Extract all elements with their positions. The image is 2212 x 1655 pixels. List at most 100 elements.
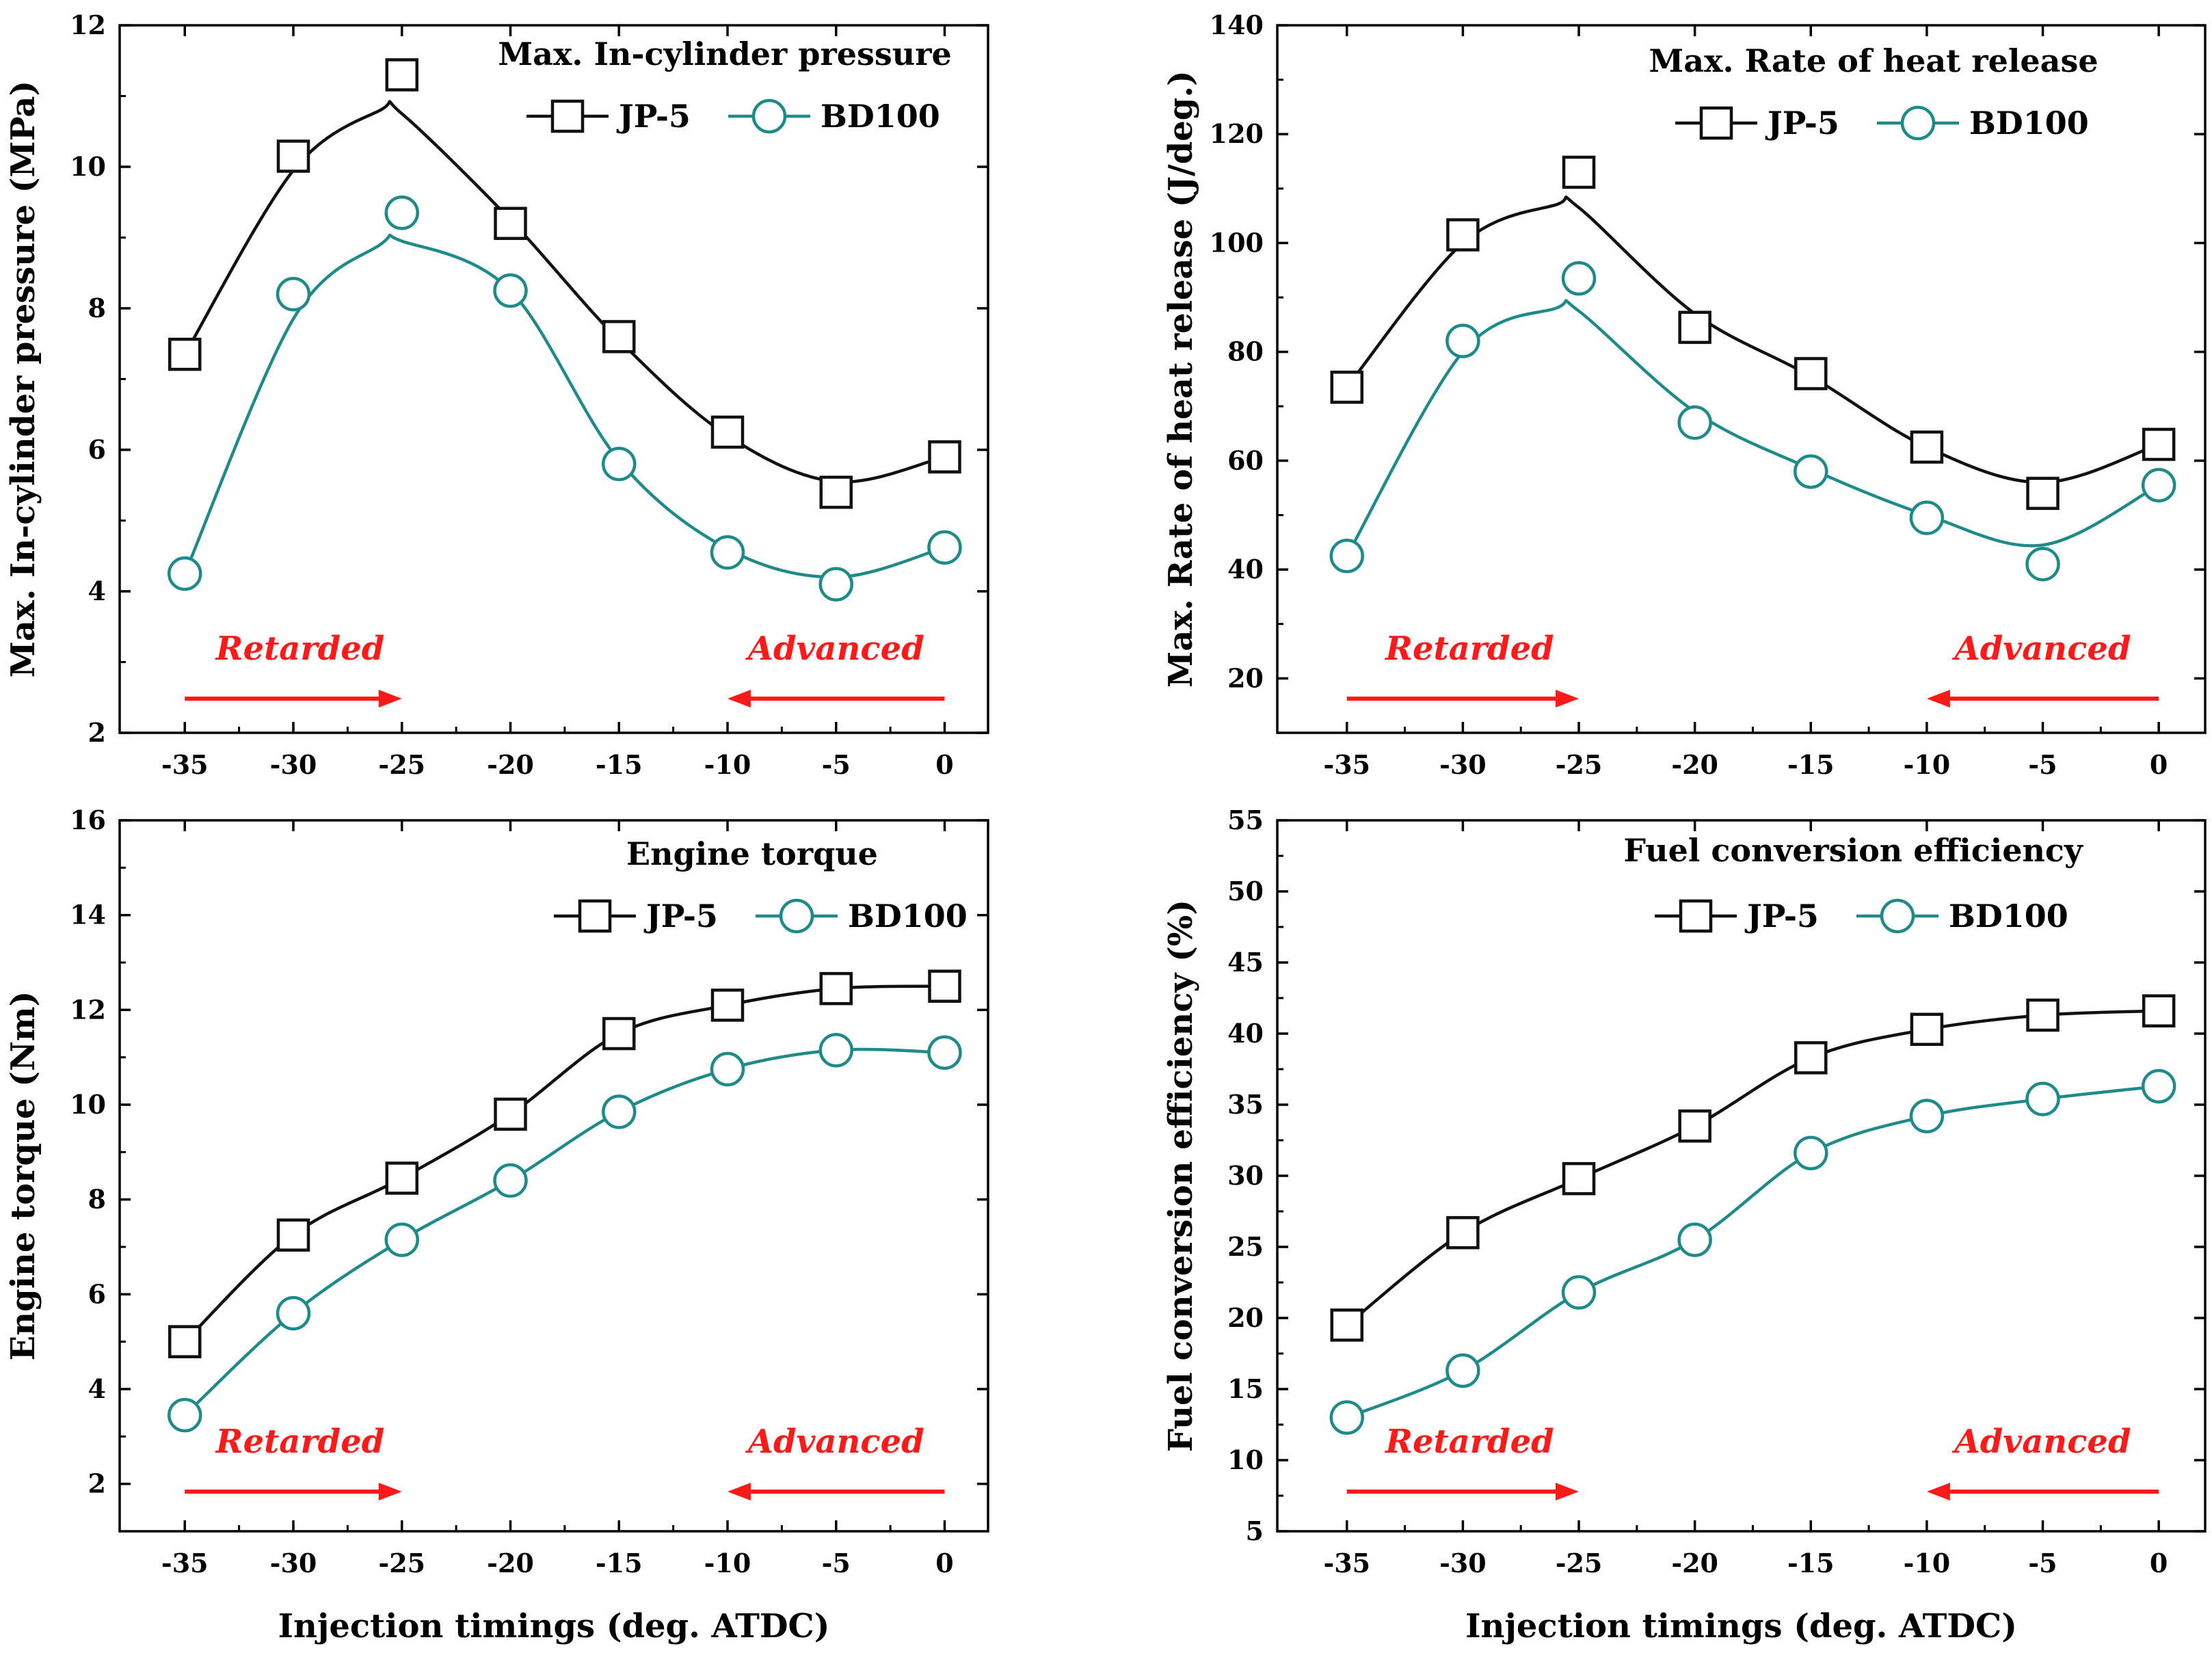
y-tick-label: 6 xyxy=(88,1278,106,1309)
y-tick-label: 10 xyxy=(70,151,106,182)
x-tick-label: 0 xyxy=(935,749,953,780)
data-point-jp5 xyxy=(1678,310,1711,345)
legend-marker-bd100 xyxy=(751,98,787,134)
legend-marker-bd100 xyxy=(779,898,814,934)
data-point-jp5 xyxy=(2026,476,2060,510)
y-tick-label: 12 xyxy=(70,10,106,40)
y-axis-title: Engine torque (Nm) xyxy=(4,991,42,1361)
data-point-bd100 xyxy=(384,1222,419,1257)
data-point-jp5 xyxy=(1562,1161,1596,1196)
data-point-jp5 xyxy=(710,415,745,449)
panel-title: Max. Rate of heat release xyxy=(1649,42,2098,79)
data-point-bd100 xyxy=(927,1035,962,1070)
data-point-jp5 xyxy=(1794,357,1828,390)
legend-label-bd100: BD100 xyxy=(1949,898,2068,934)
x-tick-label: -20 xyxy=(487,1548,534,1578)
data-point-bd100 xyxy=(818,567,853,602)
x-tick-label: -30 xyxy=(270,749,317,780)
x-tick-label: -15 xyxy=(1787,1548,1835,1578)
data-point-jp5 xyxy=(819,475,853,509)
data-point-bd100 xyxy=(168,1397,202,1433)
annotation-advanced: Advanced xyxy=(1952,1423,2131,1461)
data-point-jp5 xyxy=(276,139,310,173)
data-point-bd100 xyxy=(1329,539,1365,574)
arrowhead-retarded xyxy=(1556,690,1580,708)
chart-panel-2: -35 -30 -25 -20 -15 -10 -5 0 20 40 60 80 100 120 140 Ma… xyxy=(1162,10,2207,780)
data-point-bd100 xyxy=(710,535,745,570)
annotation-retarded: Retarded xyxy=(215,630,385,668)
legend-marker-jp5 xyxy=(550,99,585,133)
y-tick-label: 2 xyxy=(88,717,106,748)
data-point-bd100 xyxy=(276,1295,311,1331)
y-tick-label: 30 xyxy=(1227,1160,1264,1191)
x-tick-label: 0 xyxy=(2150,749,2168,780)
data-point-bd100 xyxy=(384,196,419,230)
x-tick-label: -15 xyxy=(1787,749,1835,780)
x-tick-label: 0 xyxy=(2150,1548,2168,1578)
x-tick-label: -10 xyxy=(1904,1548,1951,1578)
y-tick-label: 120 xyxy=(1210,118,1264,149)
x-tick-label: -25 xyxy=(378,1548,425,1578)
arrowhead-advanced xyxy=(1926,690,1950,708)
data-point-jp5 xyxy=(602,1017,636,1051)
data-point-bd100 xyxy=(2141,468,2176,502)
data-point-jp5 xyxy=(385,1161,418,1195)
legend-label-jp5: JP-5 xyxy=(1765,105,1839,142)
x-tick-label: 0 xyxy=(935,1548,953,1578)
legend-marker-bd100 xyxy=(1900,105,1936,141)
y-axis-title: Fuel conversion efficiency (%) xyxy=(1162,900,1200,1452)
x-tick-label: -15 xyxy=(596,1548,643,1578)
x-tick-label: -35 xyxy=(1323,749,1370,780)
data-point-bd100 xyxy=(168,556,202,591)
legend-marker-jp5 xyxy=(1679,899,1713,933)
x-axis-title: Injection timings (deg. ATDC) xyxy=(278,1607,830,1645)
data-point-jp5 xyxy=(2142,427,2176,461)
y-tick-label: 20 xyxy=(1227,1302,1264,1333)
plot-frame xyxy=(1276,24,2207,734)
data-point-bd100 xyxy=(602,1094,637,1129)
data-point-bd100 xyxy=(1677,1222,1712,1257)
chart-panel-3: -35 -30 -25 -20 -15 -10 -5 0 2 4 6 8 10 12 14 16 Engine … xyxy=(4,805,989,1645)
panel-title: Max. In-cylinder pressure xyxy=(498,36,951,72)
data-point-jp5 xyxy=(1910,1012,1944,1047)
arrowhead-retarded xyxy=(378,1483,402,1501)
x-tick-label: -5 xyxy=(2028,749,2057,780)
data-point-bd100 xyxy=(1794,454,1828,489)
legend-label-jp5: JP-5 xyxy=(616,98,691,135)
x-tick-label: -5 xyxy=(822,749,851,780)
annotation-retarded: Retarded xyxy=(1384,1423,1554,1461)
data-point-jp5 xyxy=(1678,1109,1711,1143)
data-point-bd100 xyxy=(1909,500,1945,535)
data-point-bd100 xyxy=(1445,1353,1480,1388)
data-point-bd100 xyxy=(2141,1068,2176,1104)
y-tick-label: 10 xyxy=(1227,1444,1264,1475)
y-tick-label: 60 xyxy=(1227,445,1264,476)
x-tick-label: -35 xyxy=(161,1548,209,1578)
y-tick-label: 100 xyxy=(1210,227,1264,258)
legend-marker-jp5 xyxy=(1699,106,1733,140)
x-axis-title: Injection timings (deg. ATDC) xyxy=(1465,1607,2017,1645)
y-axis-title: Max. In-cylinder pressure (MPa) xyxy=(4,81,42,677)
x-tick-label: -30 xyxy=(1439,1548,1487,1578)
y-tick-label: 16 xyxy=(70,805,106,835)
legend-marker-bd100 xyxy=(1880,898,1915,934)
data-point-jp5 xyxy=(2142,994,2176,1027)
y-tick-label: 10 xyxy=(70,1089,106,1120)
y-tick-label: 4 xyxy=(88,1373,106,1404)
x-tick-label: -30 xyxy=(1439,749,1487,780)
y-tick-label: 140 xyxy=(1210,10,1264,40)
data-point-bd100 xyxy=(276,277,311,312)
legend-label-bd100: BD100 xyxy=(821,98,940,135)
panel-title: Engine torque xyxy=(626,835,878,872)
data-point-bd100 xyxy=(710,1051,745,1087)
x-tick-label: -5 xyxy=(822,1548,851,1578)
x-tick-label: -35 xyxy=(1323,1548,1370,1578)
x-tick-label: -20 xyxy=(487,749,534,780)
data-point-bd100 xyxy=(1329,1400,1365,1435)
x-tick-label: -10 xyxy=(704,1548,751,1578)
chart-panel-1: -35 -30 -25 -20 -15 -10 -5 0 2 4 6 8 10 12 Max. In-cyl… xyxy=(4,10,989,780)
data-point-jp5 xyxy=(1330,371,1364,404)
data-point-bd100 xyxy=(2025,546,2060,582)
y-axis-title: Max. Rate of heat release (J/deg.) xyxy=(1162,70,1200,688)
